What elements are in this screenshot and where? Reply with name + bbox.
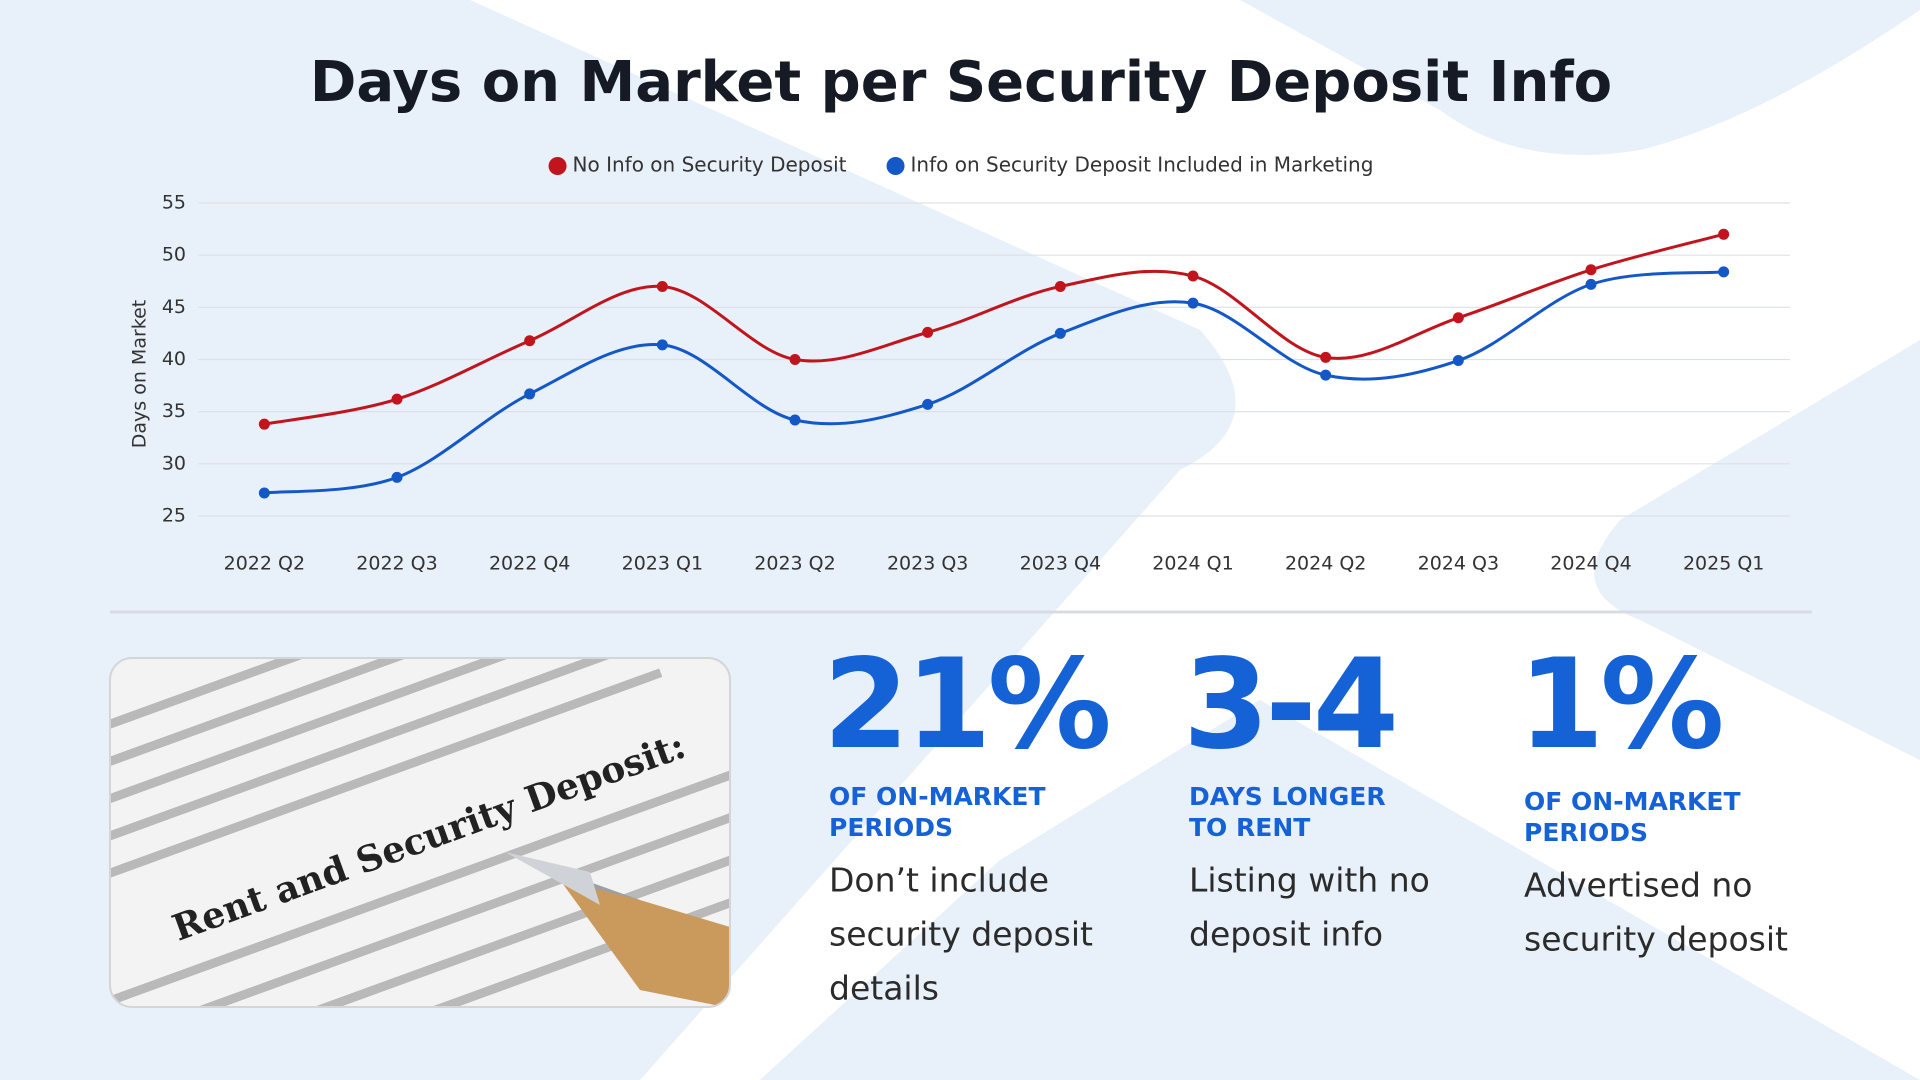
x-tick-label: 2023 Q4 [1020,553,1101,575]
data-point [1718,266,1730,278]
data-point [524,335,536,347]
data-point [391,393,403,405]
photo: Rent and Security Deposit: [110,658,730,1007]
series-line [264,232,1725,426]
x-tick-label: 2025 Q1 [1683,553,1764,575]
legend-marker [548,157,567,175]
data-point [391,471,403,483]
y-tick-label: 40 [162,348,186,370]
x-tick-label: 2023 Q2 [754,553,835,575]
data-point [922,398,934,410]
stat-description: Advertised no [1524,866,1753,905]
data-point [1187,270,1199,282]
y-tick-label: 35 [162,400,186,422]
bg-shape [760,700,1920,1080]
y-tick-label: 50 [162,244,186,266]
stat-description: details [829,969,939,1008]
stat-headline: TO RENT [1189,813,1310,842]
data-point [922,326,934,338]
stat-headline: DAYS LONGER [1189,782,1386,811]
photo-frame [109,657,731,1008]
x-tick-label: 2024 Q1 [1152,553,1233,575]
legend-marker [886,157,905,175]
data-point [656,280,668,292]
x-tick-label: 2024 Q2 [1285,553,1366,575]
stat-description: security deposit [829,915,1093,954]
y-tick-label: 25 [162,505,186,527]
data-point [1718,228,1730,240]
data-point [1585,278,1597,290]
data-point [258,487,270,499]
x-tick-label: 2024 Q3 [1418,553,1499,575]
stat-description: deposit info [1189,915,1383,954]
y-tick-label: 45 [162,296,186,318]
y-axis-label: Days on Market [129,300,151,448]
stat-headline: OF ON-MARKET [829,782,1046,811]
x-tick-label: 2022 Q2 [224,553,305,575]
stat-headline: PERIODS [829,813,953,842]
x-tick-label: 2022 Q4 [489,553,570,575]
data-point [1054,327,1066,339]
data-point [1054,280,1066,292]
legend-label: Info on Security Deposit Included in Mar… [911,153,1374,177]
chart-title: Days on Market per Security Deposit Info [310,50,1612,115]
x-tick-label: 2023 Q1 [622,553,703,575]
stat-description: Listing with no [1189,861,1430,900]
x-tick-label: 2023 Q3 [887,553,968,575]
data-point [1585,264,1597,276]
legend-label: No Info on Security Deposit [573,153,847,177]
data-point [789,414,801,426]
x-tick-label: 2024 Q4 [1550,553,1631,575]
y-tick-label: 55 [162,192,186,214]
stat-figure: 21% [823,633,1109,777]
data-point [524,388,536,400]
data-point [1452,355,1464,367]
stat-headline: OF ON-MARKET [1524,787,1741,816]
stat-figure: 1% [1518,633,1721,777]
data-point [1452,312,1464,324]
stat-description: Don’t include [829,861,1049,900]
data-point [789,354,801,365]
data-point [1320,351,1332,363]
bg-shape [1594,340,1920,760]
stat-headline: PERIODS [1524,818,1648,847]
y-tick-label: 30 [162,452,186,474]
data-point [656,339,668,351]
bg-shape [1240,0,1920,155]
stat-figure: 3-4 [1183,633,1395,777]
series-line [264,270,1724,495]
stat-description: security deposit [1524,920,1788,959]
x-tick-label: 2022 Q3 [356,553,437,575]
data-point [1320,369,1332,381]
data-point [258,418,270,430]
data-point [1187,297,1199,309]
